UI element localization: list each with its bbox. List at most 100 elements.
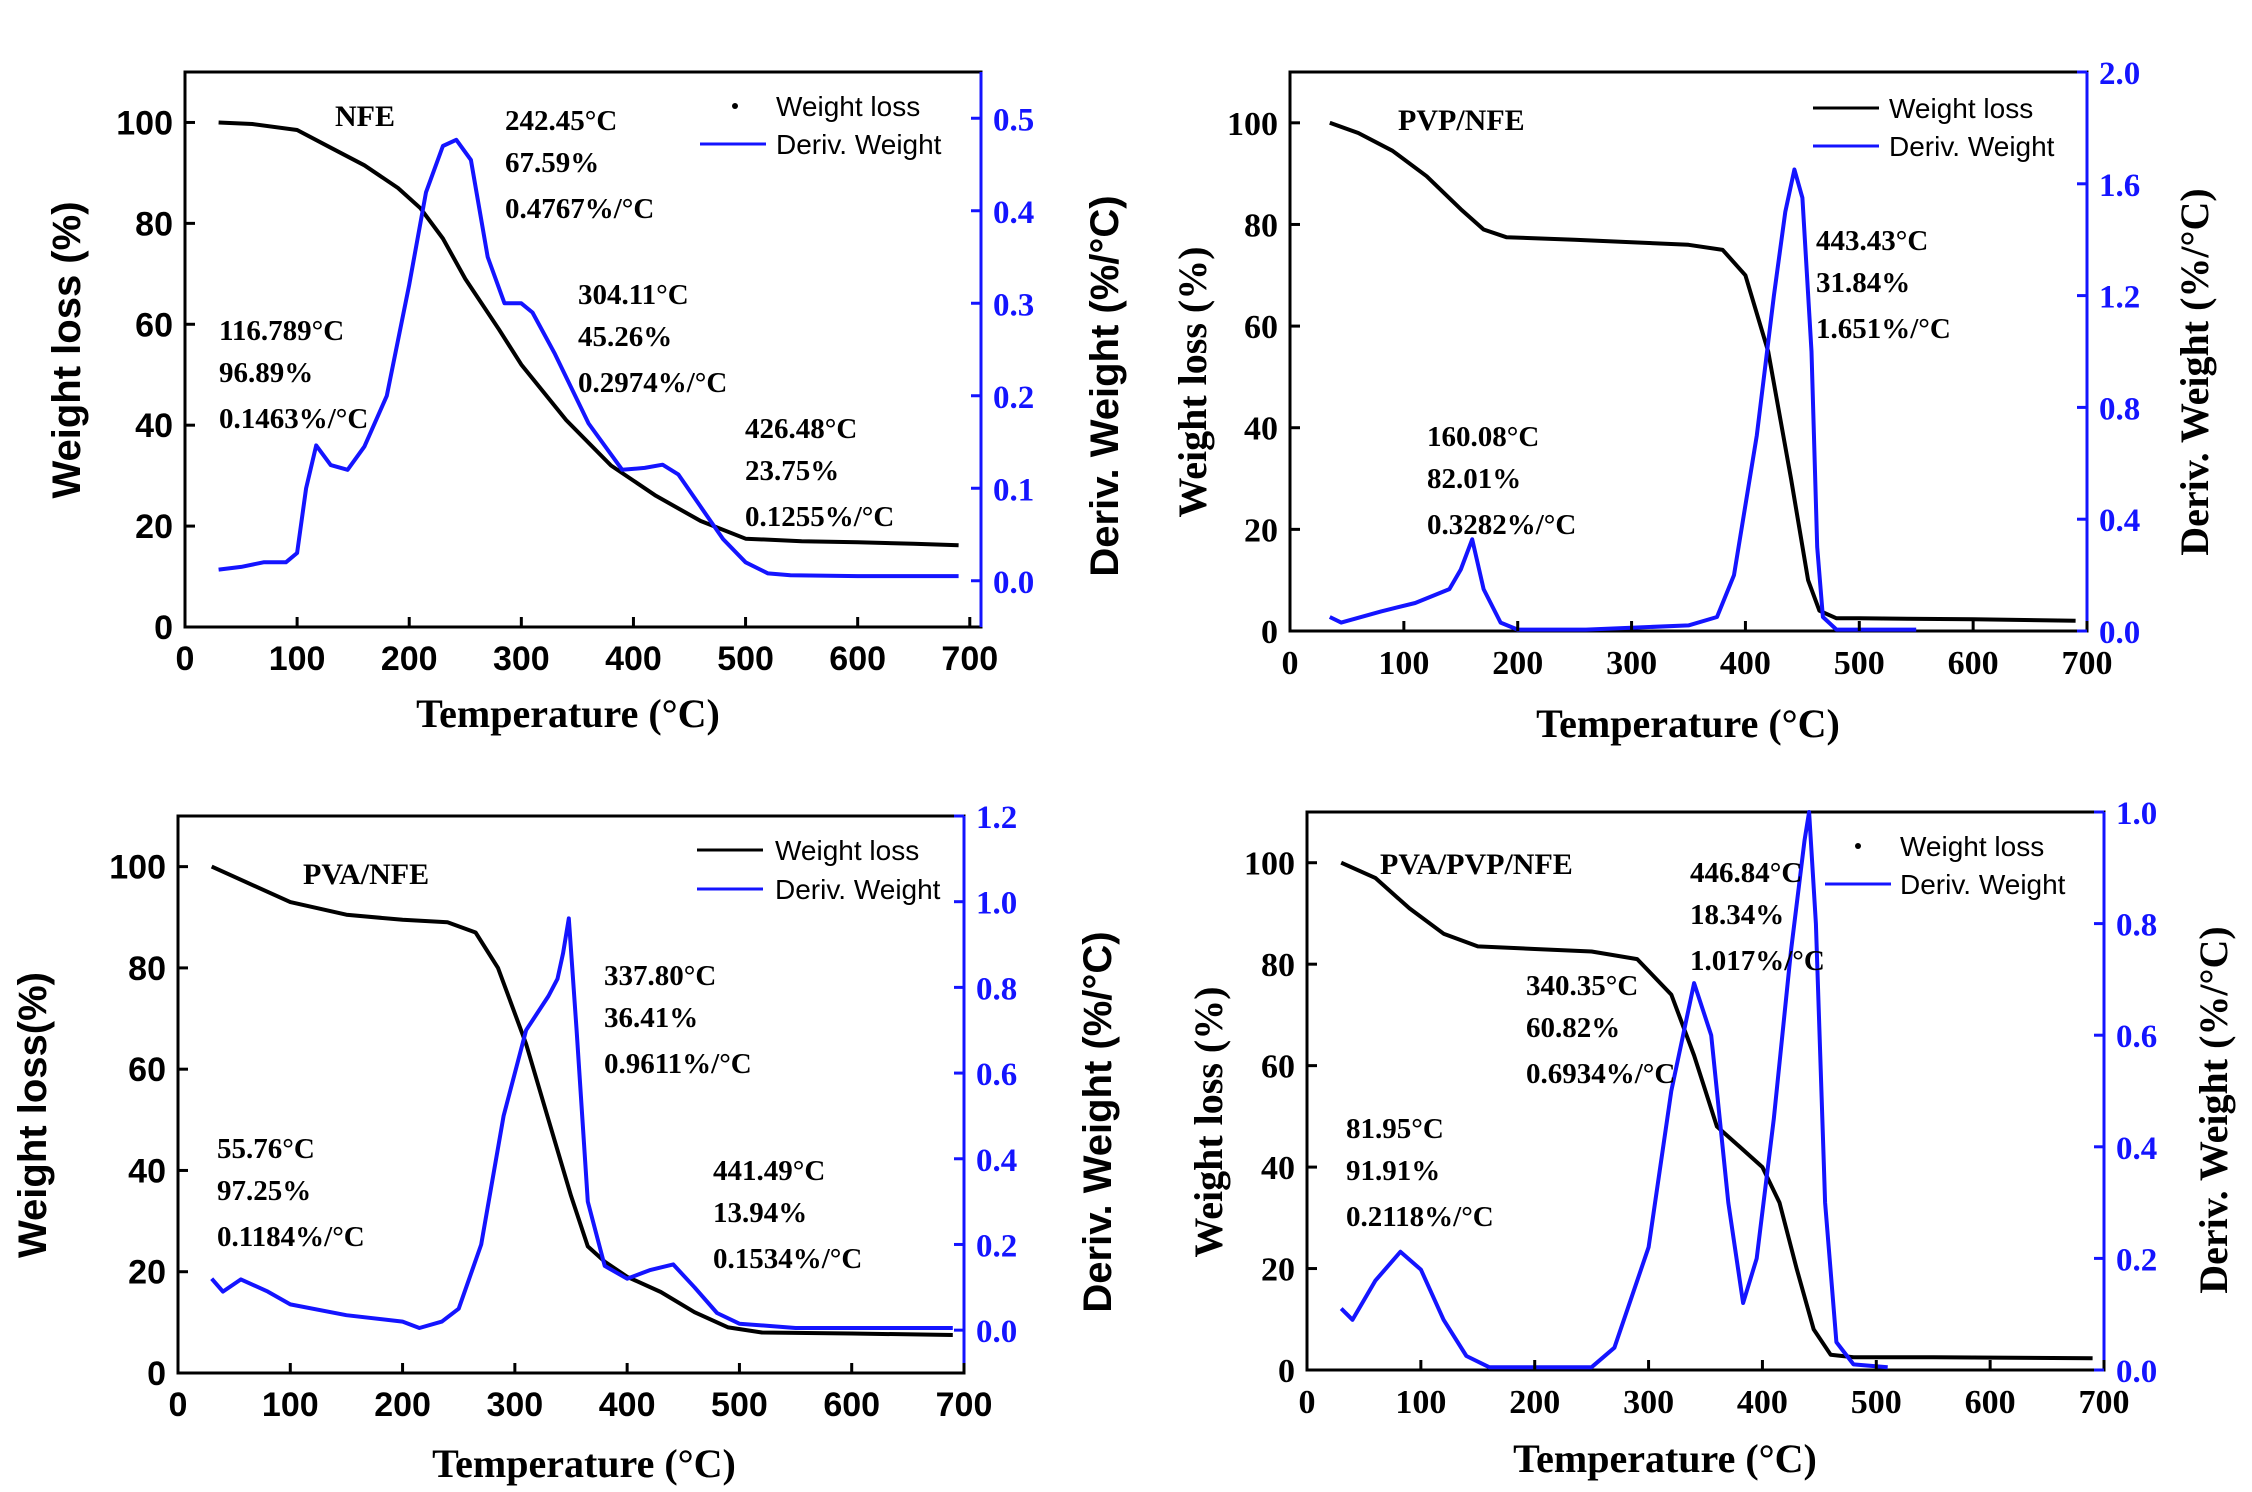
annotation-line: 96.89% (219, 357, 313, 389)
x-tick-label: 500 (1834, 645, 1885, 682)
deriv-weight-curve (1328, 167, 1917, 632)
y2-tick-label: 0.4 (993, 195, 1034, 231)
annotation-line: 82.01% (1427, 463, 1521, 495)
y2-tick-label: 0.3 (993, 287, 1034, 323)
x-axis-title: Temperature (°C) (416, 691, 720, 736)
x-tick-label: 300 (493, 640, 550, 678)
y2-tick-label: 0.6 (2116, 1019, 2157, 1055)
y2-tick-label: 0.0 (2116, 1354, 2157, 1390)
annotation-line: 55.76°C (217, 1133, 315, 1165)
panel-label: PVP/NFE (1398, 104, 1525, 137)
y2-tick-label: 0.4 (976, 1143, 1017, 1179)
x-axis-title: Temperature (°C) (1536, 701, 1840, 746)
annotation-line: 242.45°C (505, 105, 617, 137)
annotation-line: 23.75% (745, 455, 839, 487)
weight-loss-curve (1329, 120, 2076, 623)
x-tick-label: 400 (605, 640, 662, 678)
annotation-line: 0.1184%/°C (217, 1221, 365, 1253)
deriv-weight-curve (218, 137, 959, 579)
panel-pvp-nfe: 0 100 200 300 400 500 600 700 0 20 40 60 80 100 0.0 0.4… (1170, 56, 2217, 746)
curves (218, 120, 959, 579)
x-tick-label: 300 (1623, 1384, 1674, 1421)
annotation-line: 0.6934%/°C (1526, 1058, 1675, 1090)
y-tick-label: 40 (135, 407, 173, 445)
y-tick-label: 20 (1261, 1252, 1295, 1289)
legend-label-deriv: Deriv. Weight (776, 129, 942, 160)
annotation-line: 18.34% (1690, 899, 1784, 931)
y-tick-label: 80 (128, 950, 166, 988)
x-tick-label: 200 (381, 640, 438, 678)
x-tick-label: 200 (1509, 1384, 1560, 1421)
x-axis-title: Temperature (°C) (432, 1441, 736, 1486)
annotation-line: 97.25% (217, 1175, 311, 1207)
y-tick-label: 20 (128, 1254, 166, 1292)
x-tick-label: 600 (829, 640, 886, 678)
annotation-peak-3: 81.95°C 91.91% 0.2118%/°C (1346, 1113, 1494, 1233)
y2-tick-label: 0.2 (993, 380, 1034, 416)
x-tick-label: 100 (269, 640, 326, 678)
annotation-line: 0.1463%/°C (219, 403, 368, 435)
annotation-line: 31.84% (1816, 267, 1910, 299)
y2-tick-label: 0.8 (976, 971, 1017, 1007)
y2-tick-label: 0.8 (2099, 391, 2140, 427)
x-tick-label: 400 (1737, 1384, 1788, 1421)
y-tick-label: 100 (116, 104, 173, 142)
x-tick-label: 600 (823, 1386, 880, 1424)
annotation-line: 446.84°C (1690, 857, 1802, 889)
x-tick-label: 300 (486, 1386, 543, 1424)
y2-tick-label: 1.0 (976, 886, 1017, 922)
curves (1339, 810, 2093, 1370)
annotation-line: 1.651%/°C (1816, 313, 1951, 345)
legend: Weight loss Deriv. Weight (697, 835, 941, 905)
annotation-line: 13.94% (713, 1197, 807, 1229)
panel-pva-nfe: 0 100 200 300 400 500 600 700 0 20 40 60 80 100 0.0 0.2… (11, 800, 1120, 1486)
y-axis-title: Weight loss (%) (1186, 986, 1231, 1257)
legend-marker-weight (732, 103, 738, 109)
x-tick-label: 700 (936, 1386, 993, 1424)
y-tick-label: 40 (1261, 1150, 1295, 1187)
annotation-peak-2: 116.789°C 96.89% 0.1463%/°C (219, 315, 368, 435)
ticks: 0 100 200 300 400 500 600 700 0 20 40 60 80 100 0.0 0.4… (1227, 56, 2140, 682)
y2-axis-title: Deriv. Weight (%/°C) (1076, 931, 1120, 1312)
y-tick-label: 60 (135, 306, 173, 344)
y2-axis-title: Deriv. Weight (%/°C) (2172, 188, 2217, 555)
legend-label-deriv: Deriv. Weight (1889, 131, 2055, 162)
deriv-weight-curve (1339, 810, 1888, 1370)
y2-axis-title: Deriv. Weight (%/°C) (2191, 926, 2236, 1293)
y2-tick-label: 0.5 (993, 102, 1034, 138)
y-tick-label: 40 (128, 1152, 166, 1190)
x-tick-label: 0 (1282, 645, 1299, 682)
panel-pva-pvp-nfe: 0 100 200 300 400 500 600 700 0 20 40 60 80 100 0.0 0.2… (1186, 796, 2236, 1481)
legend-label-deriv: Deriv. Weight (1900, 869, 2066, 900)
x-tick-label: 300 (1606, 645, 1657, 682)
legend: Weight loss Deriv. Weight (1825, 831, 2066, 900)
annotation-peak-2: 160.08°C 82.01% 0.3282%/°C (1427, 421, 1576, 541)
panel-label: NFE (335, 100, 395, 133)
ticks: 0 100 200 300 400 500 600 700 0 20 40 60 80 100 0.0 0.2… (109, 800, 1017, 1424)
annotation-peak-1: 242.45°C 67.59% 0.4767%/°C (505, 105, 654, 225)
annotation-peak-1: 446.84°C 18.34% 1.017%/°C (1690, 857, 1825, 977)
curves (1328, 120, 2076, 632)
y-tick-label: 80 (135, 205, 173, 243)
x-tick-label: 400 (1720, 645, 1771, 682)
panel-nfe: 0 100 200 300 400 500 600 700 0 20 40 60 80 100 0.0 0.1… (45, 70, 1127, 736)
y2-axis-title: Deriv. Weight (%/°C) (1083, 195, 1127, 576)
x-tick-label: 100 (1395, 1384, 1446, 1421)
annotation-line: 0.9611%/°C (604, 1048, 752, 1080)
y-tick-label: 20 (135, 508, 173, 546)
annotation-line: 81.95°C (1346, 1113, 1444, 1145)
y-tick-label: 100 (1244, 846, 1295, 883)
annotation-peak-3: 304.11°C 45.26% 0.2974%/°C (578, 279, 727, 399)
annotation-line: 426.48°C (745, 413, 857, 445)
x-tick-label: 500 (717, 640, 774, 678)
x-tick-label: 100 (262, 1386, 319, 1424)
annotation-peak-3: 441.49°C 13.94% 0.1534%/°C (713, 1155, 862, 1275)
y-tick-label: 100 (109, 849, 166, 887)
x-tick-label: 500 (711, 1386, 768, 1424)
y2-tick-label: 0.4 (2116, 1131, 2157, 1167)
y2-tick-label: 1.0 (2116, 796, 2157, 832)
y-tick-label: 0 (1278, 1353, 1295, 1390)
annotation-line: 91.91% (1346, 1155, 1440, 1187)
annotation-line: 0.2118%/°C (1346, 1201, 1494, 1233)
x-tick-label: 200 (374, 1386, 431, 1424)
